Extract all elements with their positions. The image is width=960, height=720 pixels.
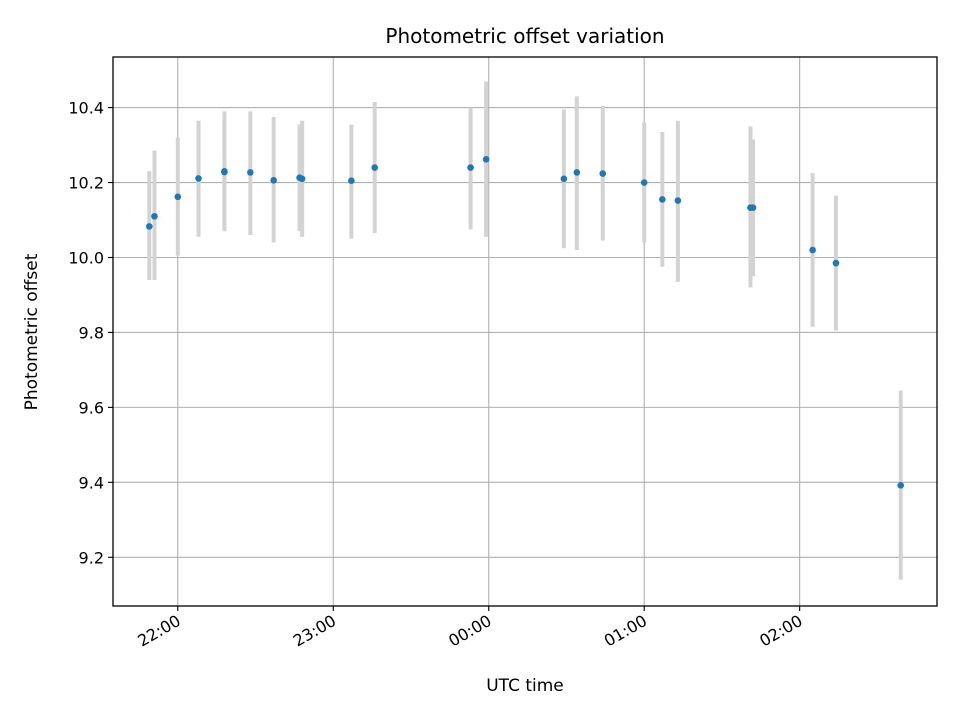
y-tick-label: 10.2 [68,174,104,193]
data-point [151,212,158,220]
point-layer [145,156,905,489]
y-tick-label: 10.4 [68,99,104,118]
y-tick-label: 10.0 [68,248,104,267]
data-point [482,156,490,163]
y-axis: 9.2 9.4 9.6 9.8 10.0 10.2 10.4 [68,99,113,567]
data-point [221,168,228,176]
y-tick-label: 9.2 [79,548,104,567]
y-tick-label: 9.8 [79,323,104,342]
data-point [573,169,581,176]
data-point [749,204,757,211]
data-point [809,246,816,254]
data-point [599,170,607,177]
data-point [371,164,379,171]
y-tick-label: 9.6 [79,398,104,417]
data-point [247,169,254,176]
y-axis-title: Photometric offset [22,253,42,410]
data-point [560,175,568,183]
data-point [348,177,355,184]
data-point [674,197,682,204]
data-point [659,196,666,203]
data-point [174,193,182,201]
data-point [145,223,153,230]
y-tick-label: 9.4 [79,473,104,492]
data-point [195,175,202,182]
grid-layer [113,57,937,606]
data-point [897,482,905,489]
x-axis-title: UTC time [486,676,564,696]
data-point [640,179,648,186]
plot-frame [112,56,938,607]
data-point [298,175,306,183]
data-point [832,259,840,267]
data-point [467,164,474,171]
chart-title: Photometric offset variation [385,24,664,48]
data-point [270,176,277,184]
